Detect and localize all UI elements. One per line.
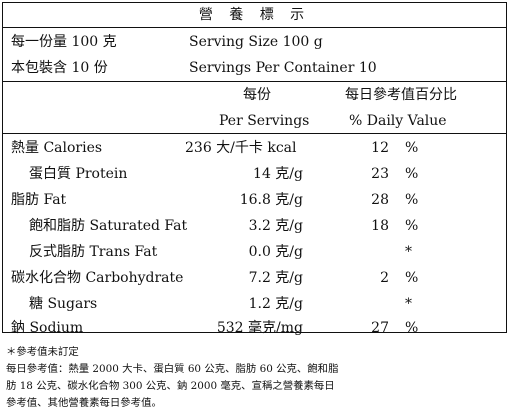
servings-per-container-en: Servings Per Container 10: [189, 60, 377, 76]
nutrient-name-saturated-fat: 飽和脂肪 Saturated Fat: [29, 218, 188, 234]
serving-size-en: Serving Size 100 g: [189, 34, 323, 50]
nutrient-unit-protein: %: [405, 166, 419, 182]
serving-size-zh: 每一份量 100 克: [11, 34, 117, 50]
nutrient-pct-fat: 28: [371, 192, 389, 208]
divider: [3, 27, 506, 28]
nutrient-name-sugars: 糖 Sugars: [29, 296, 98, 312]
nutrient-unit-sodium: %: [405, 320, 419, 336]
label-title: 營 養 標 示: [198, 7, 311, 23]
footnote-line: 參考值、其他營養素每日參考值。: [6, 397, 162, 409]
nutrient-value-protein: 14 克/g: [253, 166, 303, 182]
footnote-line: ＊參考值未訂定: [6, 346, 79, 358]
nutrient-value-sugars: 1.2 克/g: [248, 296, 303, 312]
nutrient-unit-saturated-fat: %: [405, 218, 419, 234]
nutrient-pct-carbohydrate: 2: [380, 270, 389, 286]
nutrition-label: 營 養 標 示 每一份量 100 克 Serving Size 100 g 本包…: [2, 2, 507, 336]
nutrient-name-carbohydrate: 碳水化合物 Carbohydrate: [11, 270, 184, 286]
nutrient-unit-fat: %: [405, 192, 419, 208]
nutrient-pct-calories: 12: [371, 140, 389, 156]
divider: [3, 133, 506, 134]
nutrient-name-sodium: 鈉 Sodium: [11, 320, 84, 336]
nutrient-pct-saturated-fat: 18: [371, 218, 389, 234]
nutrient-pct-protein: 23: [371, 166, 389, 182]
nutrient-value-calories: 236 大/千卡 kcal: [185, 140, 297, 156]
nutrient-value-sodium: 532 毫克/mg: [216, 320, 303, 336]
nutrient-name-protein: 蛋白質 Protein: [29, 166, 128, 182]
per-serving-header-zh: 每份: [243, 87, 271, 103]
nutrient-name-calories: 熱量 Calories: [11, 140, 103, 156]
divider: [3, 81, 506, 82]
per-serving-header-en: Per Servings: [219, 113, 310, 129]
footnote-line: 肪 18 公克、碳水化合物 300 公克、鈉 2000 毫克、宣稱之營養素每日: [6, 380, 335, 392]
nutrient-unit-carbohydrate: %: [405, 270, 419, 286]
nutrient-value-saturated-fat: 3.2 克/g: [248, 218, 303, 234]
daily-value-header-en: % Daily Value: [349, 113, 447, 129]
nutrient-value-carbohydrate: 7.2 克/g: [248, 270, 303, 286]
nutrient-value-fat: 16.8 克/g: [239, 192, 303, 208]
daily-value-header-zh: 每日參考值百分比: [345, 87, 457, 103]
servings-per-container-zh: 本包裝含 10 份: [11, 60, 108, 76]
nutrient-unit-sugars: *: [405, 296, 412, 312]
nutrient-pct-sodium: 27: [371, 320, 389, 336]
nutrient-name-trans-fat: 反式脂肪 Trans Fat: [29, 244, 158, 260]
footnote-line: 每日參考值：熱量 2000 大卡、蛋白質 60 公克、脂肪 60 公克、飽和脂: [6, 363, 339, 375]
nutrient-unit-calories: %: [405, 140, 419, 156]
nutrient-value-trans-fat: 0.0 克/g: [248, 244, 303, 260]
nutrient-name-fat: 脂肪 Fat: [11, 192, 67, 208]
nutrient-unit-trans-fat: *: [405, 244, 412, 260]
